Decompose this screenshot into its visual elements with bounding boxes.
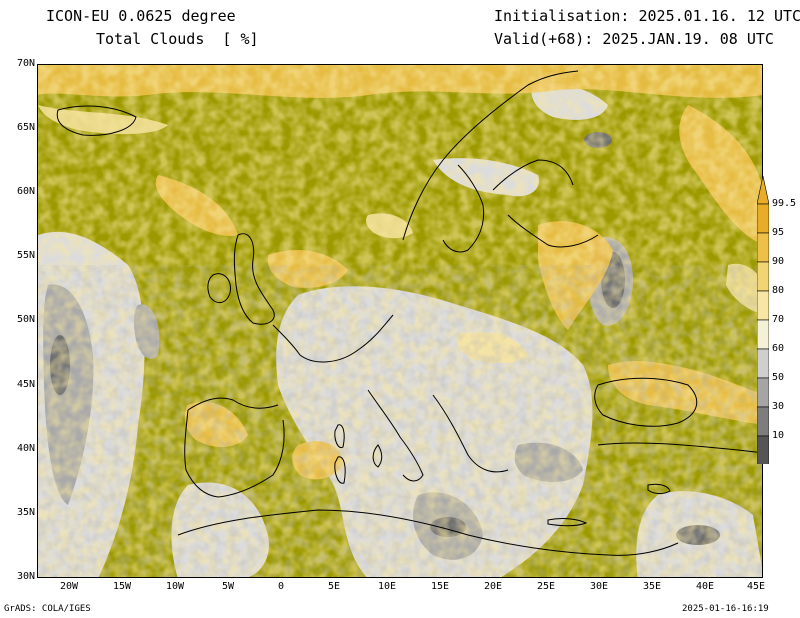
grads-credit: GrADS: COLA/IGES bbox=[4, 604, 91, 614]
colorbar-segment bbox=[757, 406, 769, 437]
colorbar-label-80: 80 bbox=[772, 285, 785, 296]
lat-label-45n: 45N bbox=[16, 379, 35, 390]
lon-label-20w: 20W bbox=[59, 581, 79, 592]
lon-label-10w: 10W bbox=[165, 581, 185, 592]
colorbar-label-10: 10 bbox=[772, 430, 785, 441]
lon-label-15w: 15W bbox=[112, 581, 132, 592]
lon-label-30e: 30E bbox=[589, 581, 609, 592]
render-timestamp: 2025-01-16-16:19 bbox=[682, 604, 769, 614]
lat-label-40n: 40N bbox=[16, 443, 35, 454]
valid-time: Valid(+68): 2025.JAN.19. 08 UTC bbox=[494, 30, 774, 48]
colorbar-segment bbox=[757, 377, 769, 408]
variable-title: Total Clouds [ %] bbox=[96, 30, 259, 48]
colorbar-segment bbox=[757, 232, 769, 263]
lat-label-60n: 60N bbox=[16, 186, 35, 197]
colorbar-segment bbox=[757, 261, 769, 292]
lon-label-5w: 5W bbox=[221, 581, 235, 592]
cloud-cover-map bbox=[37, 64, 763, 578]
lon-label-20e: 20E bbox=[483, 581, 503, 592]
coastlines bbox=[56, 70, 762, 556]
colorbar-segment bbox=[757, 290, 769, 321]
colorbar-label-60: 60 bbox=[772, 343, 785, 354]
initialisation-time: Initialisation: 2025.01.16. 12 UTC bbox=[494, 7, 800, 25]
lon-label-10e: 10E bbox=[377, 581, 397, 592]
colorbar-label-95: 95 bbox=[772, 227, 785, 238]
lat-label-35n: 35N bbox=[16, 507, 35, 518]
lat-label-30n: 30N bbox=[16, 571, 35, 582]
colorbar-segment bbox=[757, 203, 769, 234]
colorbar-segment bbox=[757, 435, 769, 464]
lon-label-45e: 45E bbox=[746, 581, 766, 592]
lat-label-55n: 55N bbox=[16, 250, 35, 261]
colorbar bbox=[757, 176, 769, 464]
lon-label-25e: 25E bbox=[536, 581, 556, 592]
lat-label-50n: 50N bbox=[16, 314, 35, 325]
colorbar-label-90: 90 bbox=[772, 256, 785, 267]
colorbar-segment bbox=[757, 348, 769, 379]
lat-label-70n: 70N bbox=[16, 58, 35, 69]
lon-label-5e: 5E bbox=[327, 581, 341, 592]
lat-label-65n: 65N bbox=[16, 122, 35, 133]
lon-label-35e: 35E bbox=[642, 581, 662, 592]
colorbar-label-70: 70 bbox=[772, 314, 785, 325]
colorbar-segment bbox=[757, 319, 769, 350]
colorbar-label-50: 50 bbox=[772, 372, 785, 383]
lon-label-40e: 40E bbox=[695, 581, 715, 592]
colorbar-cap bbox=[757, 176, 769, 205]
colorbar-label-30: 30 bbox=[772, 401, 785, 412]
colorbar-label-99-5: 99.5 bbox=[772, 198, 797, 209]
model-title: ICON-EU 0.0625 degree bbox=[46, 7, 236, 25]
lon-label-15e: 15E bbox=[430, 581, 450, 592]
lon-label-0: 0 bbox=[277, 581, 285, 592]
